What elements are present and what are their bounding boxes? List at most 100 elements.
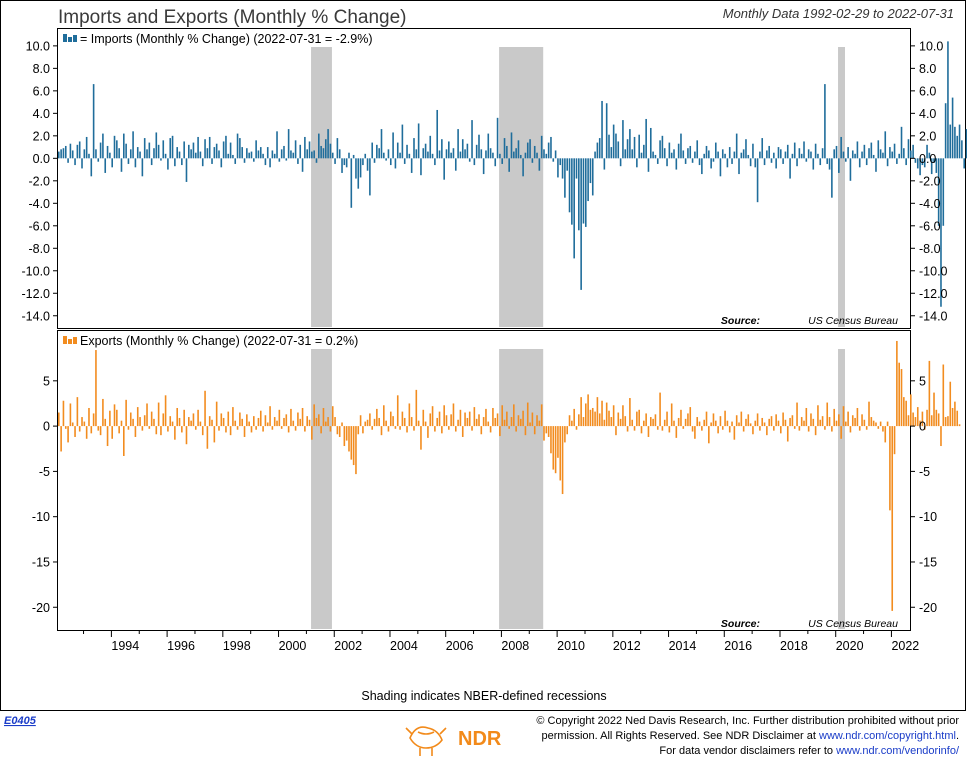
imports-bar (738, 158, 740, 174)
imports-bar (559, 158, 561, 165)
imports-bar (193, 143, 195, 159)
exports-bar (334, 417, 336, 426)
imports-bar (306, 149, 308, 158)
exports-bar (218, 426, 220, 431)
exports-bar (682, 426, 684, 429)
imports-bar (622, 120, 624, 158)
exports-bar (79, 426, 81, 431)
exports-bar (810, 413, 812, 426)
exports-bar (239, 413, 241, 427)
exports-bar (750, 423, 752, 426)
imports-bar (701, 158, 703, 174)
exports-bar (485, 409, 487, 426)
imports-bar (309, 141, 311, 158)
imports-bar (887, 158, 889, 166)
exports-ytick-right-label: -20 (919, 601, 937, 615)
imports-bar (262, 154, 264, 158)
imports-bar (850, 158, 852, 180)
exports-bar (629, 398, 631, 426)
exports-bar (165, 395, 167, 426)
exports-bar (299, 419, 301, 426)
imports-bar (434, 158, 436, 165)
exports-y-axis-left: 50-5-10-15-20 (32, 374, 58, 614)
imports-bar (731, 158, 733, 164)
exports-bar (418, 421, 420, 426)
imports-bar (207, 148, 209, 158)
imports-bar (272, 150, 274, 158)
imports-bar (269, 158, 271, 167)
imports-bar (402, 125, 404, 159)
imports-bar (239, 138, 241, 158)
exports-bar (118, 426, 120, 433)
imports-bar (172, 136, 174, 158)
exports-bar (583, 417, 585, 426)
exports-bar (383, 405, 385, 426)
imports-bar (74, 158, 76, 165)
imports-bar (330, 144, 332, 159)
imports-bar (86, 137, 88, 158)
exports-bar (671, 403, 673, 426)
imports-bar (116, 140, 118, 158)
imports-bar (692, 158, 694, 162)
imports-bar (376, 145, 378, 158)
exports-recession-shading (311, 349, 845, 629)
imports-bar (367, 158, 369, 170)
exports-bar (416, 390, 418, 426)
exports-bar (936, 410, 938, 426)
imports-bar (877, 140, 879, 158)
imports-bar (392, 132, 394, 158)
imports-bar (852, 150, 854, 158)
exports-bar (812, 419, 814, 426)
imports-ytick-left-label: 4.0 (33, 107, 50, 121)
exports-bar (838, 414, 840, 426)
vendor-link[interactable]: www.ndr.com/vendorinfo/ (835, 745, 960, 757)
imports-bar (796, 158, 798, 166)
imports-bar (745, 139, 747, 158)
chart-code-link[interactable]: E0405 (4, 715, 37, 727)
imports-bar (819, 158, 821, 165)
exports-bar (84, 422, 86, 427)
exports-bar (546, 426, 548, 433)
exports-bar (627, 426, 629, 431)
imports-bar (81, 158, 83, 168)
exports-bar (104, 419, 106, 426)
imports-bar (652, 152, 654, 159)
exports-bar (833, 409, 835, 426)
imports-ytick-right-label: -4.0 (919, 197, 941, 211)
exports-bar (905, 401, 907, 426)
exports-bar (369, 413, 371, 426)
exports-ytick-right-label: 0 (919, 420, 926, 434)
copyright-link[interactable]: www.ndr.com/copyright.html (818, 730, 956, 742)
imports-bar (183, 141, 185, 158)
imports-bar (597, 143, 599, 159)
exports-bar (757, 413, 759, 426)
imports-bar (875, 158, 877, 171)
imports-bar (357, 158, 359, 188)
exports-bar (88, 408, 90, 426)
imports-bar (218, 150, 220, 158)
exports-bar (738, 422, 740, 426)
vendor-line-text: For data vendor disclaimers refer to (659, 745, 836, 757)
exports-bar (497, 413, 499, 426)
imports-bar (703, 154, 705, 158)
exports-bar (866, 426, 868, 430)
exports-bar (785, 420, 787, 426)
exports-bar (782, 413, 784, 427)
exports-bar (854, 418, 856, 426)
imports-bar (471, 120, 473, 158)
imports-bar (713, 158, 715, 161)
exports-bar (933, 393, 935, 427)
imports-bar (299, 145, 301, 158)
exports-bar (337, 426, 339, 434)
exports-bar (481, 426, 483, 434)
exports-bar (792, 415, 794, 426)
imports-bar (947, 41, 949, 158)
exports-bar (443, 405, 445, 426)
imports-bar (722, 149, 724, 158)
exports-bar (585, 403, 587, 426)
imports-bar (527, 143, 529, 159)
imports-bar (734, 152, 736, 159)
imports-bar (341, 158, 343, 173)
exports-bar (710, 422, 712, 426)
exports-bar (727, 421, 729, 426)
